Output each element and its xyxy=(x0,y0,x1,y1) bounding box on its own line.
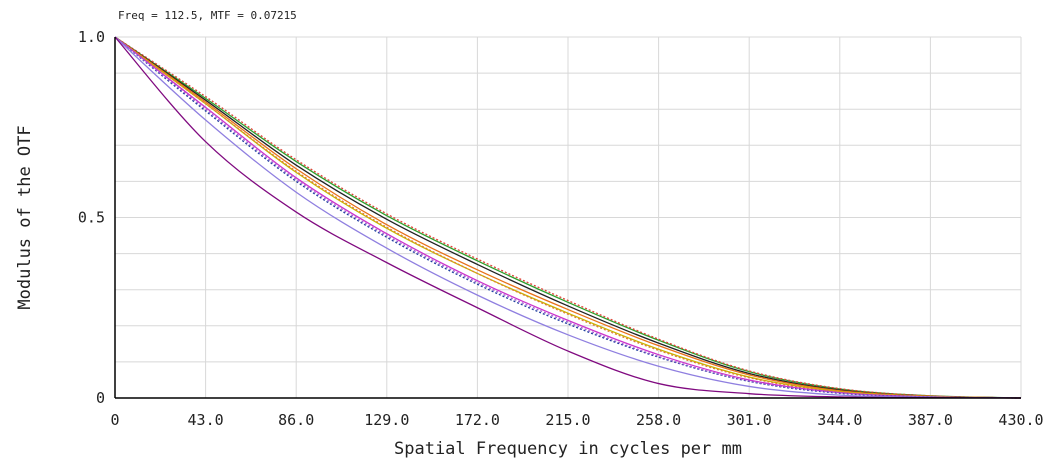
cursor-readout: Freq = 112.5, MTF = 0.07215 xyxy=(118,9,297,22)
y-tick-label-1: 0.5 xyxy=(78,209,105,227)
mtf-curve-11 xyxy=(114,36,1022,399)
x-tick-label-5: 215.0 xyxy=(545,411,590,429)
y-tick-label-0: 0 xyxy=(96,389,105,407)
x-tick-label-10: 430.0 xyxy=(998,411,1043,429)
mtf-curve-6 xyxy=(114,36,1022,399)
mtf-curve-10 xyxy=(114,36,1022,399)
x-tick-label-0: 0 xyxy=(110,411,119,429)
y-tick-label-2: 1.0 xyxy=(78,28,105,46)
x-tick-label-9: 387.0 xyxy=(908,411,953,429)
y-axis-label: Modulus of the OTF xyxy=(15,125,35,309)
x-axis-label: Spatial Frequency in cycles per mm xyxy=(394,439,742,459)
x-tick-label-7: 301.0 xyxy=(727,411,772,429)
x-tick-label-4: 172.0 xyxy=(455,411,500,429)
mtf-curve-2 xyxy=(114,36,1022,399)
x-tick-label-3: 129.0 xyxy=(364,411,409,429)
x-tick-label-1: 43.0 xyxy=(188,411,224,429)
x-tick-label-8: 344.0 xyxy=(817,411,862,429)
mtf-curve-8 xyxy=(114,36,1022,399)
mtf-curve-9 xyxy=(114,36,1022,399)
x-tick-label-6: 258.0 xyxy=(636,411,681,429)
x-tick-label-2: 86.0 xyxy=(278,411,314,429)
